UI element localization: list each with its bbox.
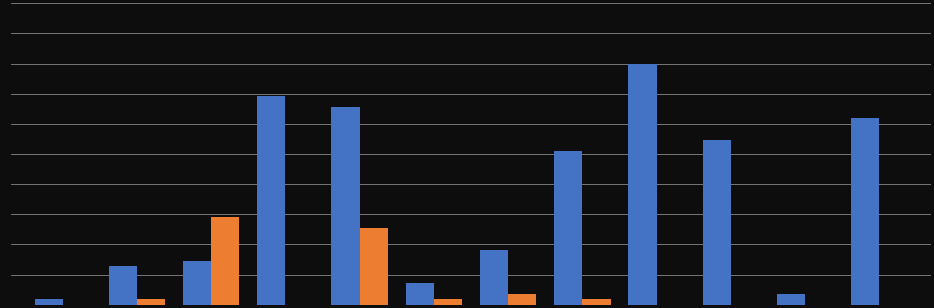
Bar bbox=[480, 250, 508, 305]
Bar bbox=[702, 140, 730, 305]
Bar bbox=[777, 294, 805, 305]
Bar bbox=[405, 283, 434, 305]
Bar bbox=[257, 96, 286, 305]
Bar bbox=[508, 294, 536, 305]
Bar bbox=[434, 299, 462, 305]
Bar bbox=[851, 118, 879, 305]
Bar bbox=[554, 151, 582, 305]
Bar bbox=[183, 261, 211, 305]
Bar bbox=[211, 217, 239, 305]
Bar bbox=[137, 299, 165, 305]
Bar bbox=[629, 63, 657, 305]
Bar bbox=[360, 228, 388, 305]
Bar bbox=[332, 107, 360, 305]
Bar bbox=[35, 299, 63, 305]
Bar bbox=[108, 266, 137, 305]
Bar bbox=[582, 299, 611, 305]
